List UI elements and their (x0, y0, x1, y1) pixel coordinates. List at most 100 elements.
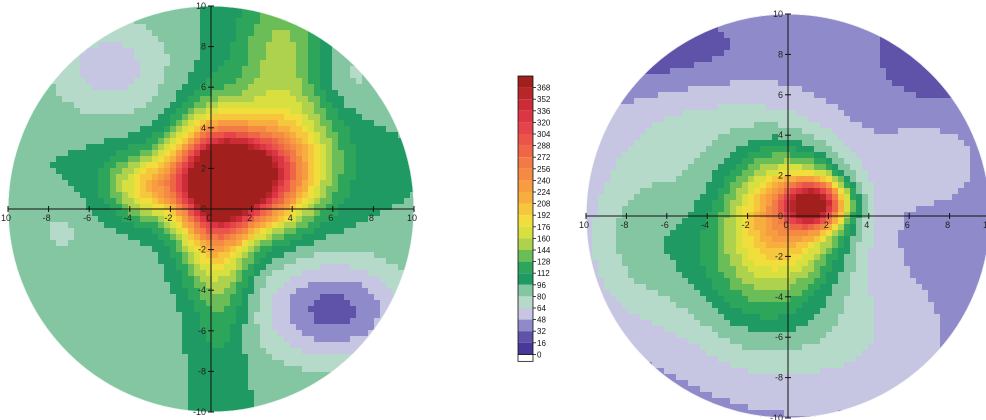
left-contour-cell (314, 234, 321, 241)
left-contour-cell (374, 252, 381, 259)
left-contour-cell (146, 144, 153, 151)
left-contour-cell (410, 24, 414, 31)
left-contour-cell (116, 270, 123, 277)
right-contour-cell (838, 26, 845, 33)
left-contour-cell (200, 228, 207, 235)
left-contour-cell (404, 24, 411, 31)
left-contour-cell (302, 258, 309, 265)
left-contour-cell (188, 72, 195, 79)
left-contour-cell (248, 342, 255, 349)
left-contour-cell (146, 48, 153, 55)
left-y-tick-label: 6 (201, 82, 206, 92)
left-contour-cell (356, 366, 363, 373)
left-contour-cell (164, 378, 171, 385)
left-contour-cell (146, 114, 153, 121)
left-contour-cell (140, 102, 147, 109)
left-contour-cell (146, 216, 153, 223)
left-contour-cell (368, 150, 375, 157)
left-contour-cell (110, 324, 117, 331)
left-contour-cell (116, 126, 123, 133)
left-contour-cell (68, 246, 75, 253)
left-contour-cell (272, 156, 279, 163)
left-contour-cell (350, 360, 357, 367)
left-contour-cell (110, 66, 117, 73)
left-contour-cell (260, 216, 267, 223)
left-contour-cell (140, 264, 147, 271)
left-contour-cell (56, 78, 63, 85)
left-contour-cell (140, 342, 147, 349)
left-contour-cell (32, 330, 39, 337)
left-contour-cell (98, 6, 105, 13)
left-contour-cell (266, 126, 273, 133)
right-contour-cell (976, 32, 983, 39)
left-contour-cell (170, 288, 177, 295)
left-contour-cell (164, 294, 171, 301)
left-contour-cell (80, 132, 87, 139)
left-contour-cell (170, 402, 177, 409)
left-contour-cell (392, 192, 399, 199)
left-contour-cell (134, 258, 141, 265)
right-contour-cell (658, 14, 665, 21)
left-contour-cell (314, 366, 321, 373)
left-contour-cell (338, 360, 345, 367)
right-contour-cell (808, 32, 815, 39)
left-contour-cell (278, 48, 285, 55)
left-contour-cell (314, 138, 321, 145)
left-contour-cell (254, 126, 261, 133)
left-contour-cell (122, 240, 129, 247)
left-contour-cell (164, 318, 171, 325)
left-contour-cell (368, 42, 375, 49)
left-contour-cell (146, 276, 153, 283)
left-contour-cell (74, 168, 81, 175)
left-contour-cell (320, 138, 327, 145)
left-contour-cell (152, 102, 159, 109)
left-contour-cell (296, 138, 303, 145)
left-contour-cell (98, 360, 105, 367)
left-contour-cell (338, 96, 345, 103)
left-contour-cell (350, 336, 357, 343)
left-contour-cell (398, 366, 405, 373)
left-contour-cell (218, 234, 225, 241)
left-contour-cell (26, 84, 33, 91)
left-contour-cell (248, 354, 255, 361)
left-contour-cell (218, 108, 225, 115)
left-contour-cell (80, 360, 87, 367)
left-contour-cell (398, 300, 405, 307)
left-contour-cell (224, 210, 231, 217)
right-contour-cell (880, 26, 887, 33)
left-contour-cell (104, 24, 111, 31)
left-contour-cell (344, 264, 351, 271)
left-contour-cell (320, 354, 327, 361)
left-contour-cell (320, 60, 327, 67)
left-contour-cell (320, 156, 327, 163)
left-contour-cell (272, 48, 279, 55)
left-contour-cell (158, 216, 165, 223)
left-contour-cell (278, 312, 285, 319)
left-contour-cell (308, 108, 315, 115)
left-contour-cell (122, 348, 129, 355)
left-contour-cell (404, 84, 411, 91)
left-contour-cell (200, 288, 207, 295)
left-contour-cell (242, 192, 249, 199)
left-contour-cell (350, 354, 357, 361)
left-contour-cell (320, 240, 327, 247)
left-contour-cell (104, 378, 111, 385)
left-contour-cell (344, 60, 351, 67)
left-contour-cell (242, 126, 249, 133)
left-contour-cell (74, 324, 81, 331)
left-contour-cell (386, 294, 393, 301)
left-contour-cell (404, 216, 411, 223)
left-contour-cell (308, 72, 315, 79)
left-contour-cell (128, 42, 135, 49)
left-contour-cell (194, 354, 201, 361)
left-contour-cell (194, 318, 201, 325)
left-contour-cell (122, 30, 129, 37)
right-contour-cell (784, 32, 791, 39)
left-contour-cell (68, 162, 75, 169)
left-contour-cell (50, 402, 57, 409)
left-contour-cell (302, 240, 309, 247)
left-contour-cell (308, 90, 315, 97)
left-contour-cell (284, 72, 291, 79)
left-contour-cell (320, 144, 327, 151)
left-contour-cell (398, 168, 405, 175)
